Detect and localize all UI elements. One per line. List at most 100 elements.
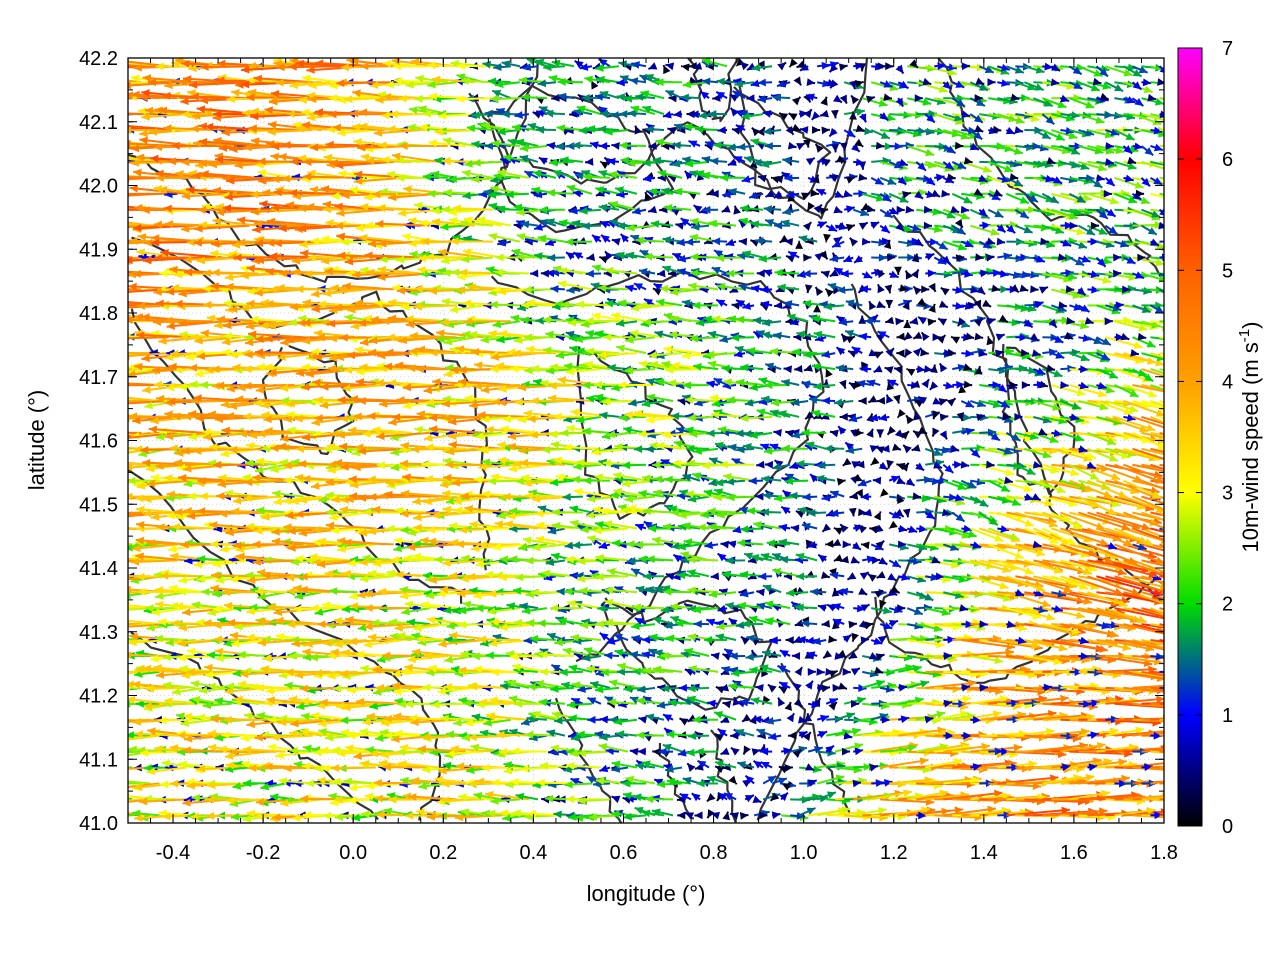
wind-arrow-head bbox=[987, 805, 996, 814]
wind-arrow bbox=[816, 806, 851, 817]
wind-arrow bbox=[128, 607, 133, 610]
wind-arrow bbox=[710, 811, 721, 820]
wind-arrow-head bbox=[1165, 795, 1173, 803]
wind-arrow-head bbox=[128, 699, 131, 708]
wind-arrow bbox=[416, 808, 457, 817]
wind-arrow-head bbox=[1169, 641, 1177, 649]
wind-arrow-head bbox=[118, 810, 126, 818]
wind-arrow-head bbox=[134, 814, 143, 822]
wind-arrow bbox=[771, 811, 781, 820]
wind-arrow-head bbox=[119, 777, 127, 785]
wind-arrow-head bbox=[588, 812, 598, 821]
wind-arrow-head bbox=[651, 808, 661, 817]
wind-arrow-head bbox=[499, 809, 508, 818]
wind-arrow-head bbox=[111, 779, 119, 787]
wind-arrow-head bbox=[107, 671, 116, 679]
wind-arrow-shaft bbox=[128, 718, 133, 722]
wind-arrow-head bbox=[255, 812, 264, 821]
wind-arrow-head bbox=[694, 811, 703, 820]
wind-arrow-head bbox=[711, 811, 721, 820]
wind-arrow-head bbox=[119, 623, 127, 631]
contour-line bbox=[128, 469, 442, 821]
wind-arrow-head bbox=[292, 813, 301, 822]
wind-arrow-head bbox=[128, 651, 132, 660]
wind-arrow-head bbox=[567, 812, 577, 821]
wind-arrow-shaft bbox=[128, 607, 133, 610]
wind-arrow-head bbox=[771, 811, 781, 820]
wind-arrow-head bbox=[1169, 688, 1177, 696]
wind-arrow-head bbox=[1170, 765, 1178, 773]
wind-arrow bbox=[501, 813, 530, 822]
wind-arrow-head bbox=[460, 808, 470, 817]
wind-arrow bbox=[759, 811, 768, 820]
wind-arrow-shaft bbox=[1159, 686, 1164, 690]
wind-arrow-head bbox=[1203, 712, 1211, 720]
wind-arrow-head bbox=[553, 810, 562, 819]
wind-arrow-head bbox=[1164, 668, 1172, 676]
wind-arrow bbox=[722, 811, 731, 821]
wind-arrow bbox=[255, 812, 295, 821]
wind-arrow-head bbox=[730, 812, 739, 820]
wind-arrow-head bbox=[351, 813, 361, 822]
wind-arrow bbox=[611, 810, 638, 818]
wind-arrow bbox=[128, 670, 133, 674]
wind-arrow-head bbox=[677, 811, 686, 820]
wind-arrow-head bbox=[242, 814, 252, 823]
wind-arrow-head bbox=[1208, 751, 1216, 759]
contour-line bbox=[658, 742, 694, 820]
wind-arrow-head bbox=[1208, 616, 1217, 624]
wind-arrow-head bbox=[1166, 684, 1174, 692]
wind-arrow-head bbox=[106, 735, 115, 743]
wind-arrow-head bbox=[878, 806, 887, 815]
wind-arrow-head bbox=[334, 813, 344, 821]
wind-arrow-head bbox=[190, 812, 199, 821]
wind-arrow-head bbox=[102, 798, 110, 806]
wind-arrow bbox=[943, 805, 996, 817]
wind-arrow-head bbox=[115, 585, 123, 593]
wind-arrow bbox=[623, 812, 647, 821]
wind-arrow-head bbox=[119, 617, 127, 625]
wind-arrow-head bbox=[1167, 631, 1176, 639]
wind-arrow-head bbox=[759, 811, 768, 820]
wind-arrow-head bbox=[634, 806, 644, 815]
wind-arrow-head bbox=[806, 807, 816, 815]
wind-arrow-head bbox=[1169, 718, 1177, 726]
wind-arrow bbox=[790, 811, 806, 820]
wind-arrow-head bbox=[108, 736, 117, 744]
wind-arrow-head bbox=[685, 812, 695, 820]
wind-arrow-head bbox=[1208, 791, 1216, 799]
wind-arrow-head bbox=[107, 777, 116, 785]
wind-arrow-head bbox=[98, 590, 106, 598]
wind-arrow bbox=[729, 812, 739, 820]
wind-arrow-head bbox=[103, 604, 111, 612]
wind-arrow-head bbox=[131, 809, 141, 818]
wind-arrow-head bbox=[1164, 727, 1172, 735]
wind-arrow-head bbox=[487, 809, 496, 818]
wind-arrow-head bbox=[302, 811, 312, 819]
wind-arrow-head bbox=[1168, 647, 1177, 655]
wind-arrow-head bbox=[954, 806, 964, 815]
wind-arrow-head bbox=[128, 741, 129, 744]
wind-arrow bbox=[128, 718, 133, 722]
wind-arrow-head bbox=[1207, 732, 1215, 740]
wind-arrow-head bbox=[623, 812, 633, 821]
wind-arrow-head bbox=[1218, 646, 1227, 654]
wind-arrow bbox=[684, 811, 695, 820]
contour-line bbox=[937, 58, 1164, 281]
wind-arrow-head bbox=[113, 650, 122, 658]
wind-arrow bbox=[334, 813, 367, 821]
wind-arrow bbox=[694, 811, 703, 820]
wind-arrow-head bbox=[1208, 779, 1216, 787]
wind-arrow bbox=[351, 813, 376, 822]
wind-arrow-head bbox=[1170, 704, 1178, 712]
wind-arrow-head bbox=[512, 809, 521, 818]
wind-arrow-head bbox=[322, 811, 332, 820]
wind-arrow-head bbox=[454, 813, 464, 822]
wind-arrow-head bbox=[109, 668, 117, 676]
wind-arrow-head bbox=[109, 793, 118, 801]
wind-arrow bbox=[853, 806, 887, 817]
wind-vectors bbox=[98, 58, 1227, 823]
contour-line bbox=[874, 578, 1164, 684]
wind-arrow-head bbox=[722, 811, 731, 821]
wind-arrow bbox=[916, 811, 927, 820]
